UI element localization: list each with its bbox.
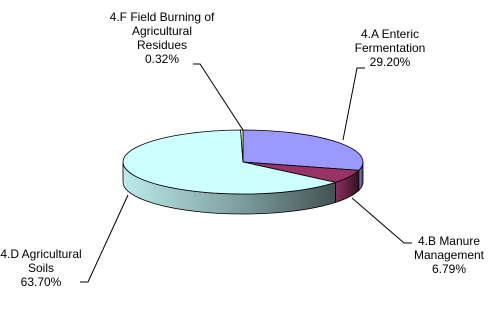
leader-line-layer	[80, 63, 412, 283]
pie-slice-1	[242, 129, 364, 171]
leader-line-1	[342, 67, 365, 141]
leader-line-4	[193, 63, 244, 131]
data-label-2: 4.B Manure Management 6.79%	[414, 234, 485, 276]
label-layer: 4.A Enteric Fermentation 29.20% 4.B Manure M…	[0, 10, 484, 289]
data-label-1: 4.A Enteric Fermentation 29.20%	[355, 27, 426, 69]
leader-line-2	[351, 197, 412, 244]
pie-slice-3	[122, 129, 338, 195]
data-label-4: 4.F Field Burning of Agricultural Residues…	[110, 10, 215, 66]
pie-top-layer	[122, 129, 364, 195]
data-label-3: 4.D Agricultural Soils 63.70%	[0, 247, 81, 289]
leader-line-3	[80, 194, 129, 283]
